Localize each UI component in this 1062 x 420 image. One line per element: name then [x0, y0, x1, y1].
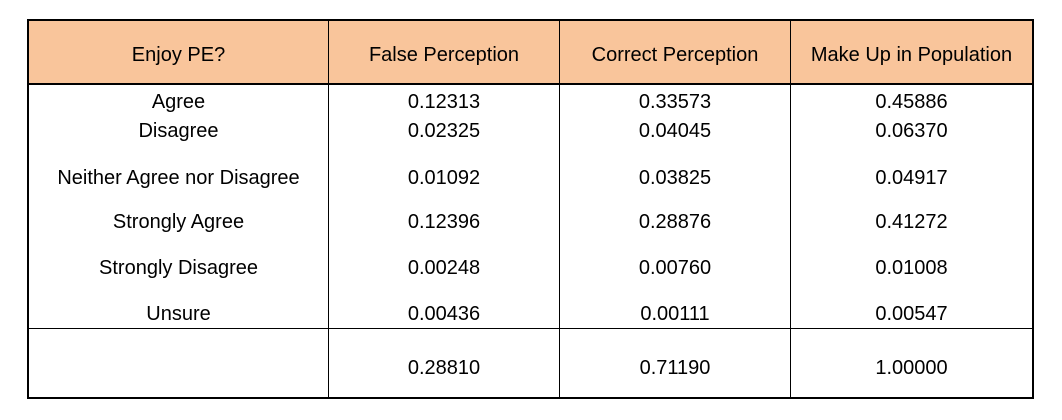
- cell-false-perception: 0.12313: [407, 91, 481, 113]
- row-label: Agree: [151, 91, 206, 113]
- cell-make-up: 0.41272: [875, 211, 948, 233]
- cell-correct-perception: 0.33573: [638, 91, 712, 113]
- cell-false-perception: 0.12396: [407, 211, 481, 233]
- table-header-row: [29, 21, 1032, 85]
- cell-correct-perception: 0.28876: [638, 211, 712, 233]
- row-label: Strongly Agree: [112, 211, 245, 233]
- row-label: Strongly Disagree: [99, 257, 258, 279]
- cell-make-up: 0.01008: [875, 257, 948, 279]
- column-divider: [790, 21, 791, 397]
- total-make-up: 1.00000: [875, 357, 948, 379]
- column-divider: [559, 21, 560, 397]
- cell-false-perception: 0.02325: [407, 120, 481, 142]
- cell-false-perception: 0.01092: [407, 167, 481, 189]
- cell-make-up: 0.04917: [875, 167, 948, 189]
- cell-false-perception: 0.00248: [407, 257, 481, 279]
- total-correct-perception: 0.71190: [639, 357, 711, 379]
- cell-make-up: 0.06370: [875, 120, 948, 142]
- row-label: Unsure: [146, 303, 211, 325]
- cell-correct-perception: 0.03825: [638, 167, 712, 189]
- total-false-perception: 0.28810: [407, 357, 481, 379]
- cell-correct-perception: 0.04045: [638, 120, 712, 142]
- column-divider: [328, 21, 329, 397]
- header-false-perception: False Perception: [368, 44, 520, 66]
- cell-false-perception: 0.00436: [407, 303, 481, 325]
- header-enjoy-pe: Enjoy PE?: [131, 44, 226, 66]
- cell-make-up: 0.00547: [875, 303, 948, 325]
- row-label: Neither Agree nor Disagree: [57, 167, 300, 189]
- cell-correct-perception: 0.00760: [638, 257, 712, 279]
- cell-correct-perception: 0.00111: [640, 303, 710, 325]
- cell-make-up: 0.45886: [875, 91, 948, 113]
- header-make-up-in-population: Make Up in Population: [810, 44, 1013, 66]
- row-label: Disagree: [138, 120, 219, 142]
- header-correct-perception: Correct Perception: [591, 44, 759, 66]
- data-table: Enjoy PE? False Perception Correct Perce…: [27, 19, 1034, 399]
- totals-divider: [29, 328, 1032, 329]
